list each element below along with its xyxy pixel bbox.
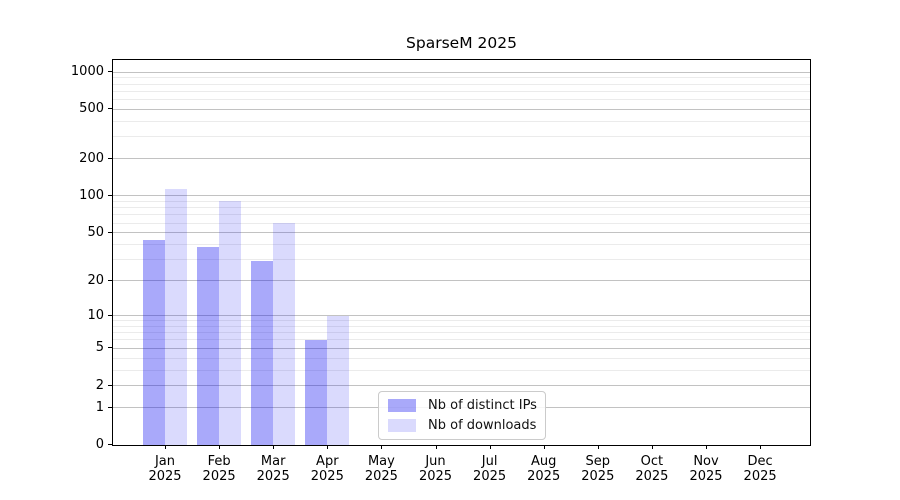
plot-area — [112, 59, 811, 446]
y-tick-200 — [108, 157, 112, 159]
y-tick-label-5: 5 — [95, 340, 104, 356]
legend-label-downloads: Nb of downloads — [428, 418, 537, 433]
gridline-minor-9 — [113, 320, 810, 322]
gridline-100 — [113, 195, 810, 197]
x-tick-mar — [273, 445, 275, 449]
y-tick-label-2: 2 — [95, 377, 104, 393]
x-tick-sep — [597, 445, 599, 449]
x-tick-label-feb: Feb 2025 — [202, 454, 236, 484]
x-tick-label-apr: Apr 2025 — [310, 454, 344, 484]
bar-downloads-mar — [273, 223, 296, 445]
gridline-50 — [113, 232, 810, 234]
legend-swatch-distinct-ips — [388, 399, 416, 412]
legend-swatch-downloads — [388, 419, 416, 432]
gridline-minor-400 — [113, 120, 810, 122]
y-tick-100 — [108, 194, 112, 196]
x-tick-aug — [543, 445, 545, 449]
gridline-minor-70 — [113, 214, 810, 216]
y-tick-label-20: 20 — [87, 272, 104, 288]
gridline-200 — [113, 158, 810, 160]
legend-label-distinct-ips: Nb of distinct IPs — [428, 398, 537, 413]
chart-title: SparseM 2025 — [406, 34, 517, 52]
x-tick-jun — [435, 445, 437, 449]
gridline-10 — [113, 315, 810, 317]
y-tick-label-50: 50 — [87, 224, 104, 240]
bar-downloads-jan — [165, 189, 187, 445]
gridline-minor-8 — [113, 325, 810, 327]
gridline-minor-600 — [113, 99, 810, 101]
x-tick-label-nov: Nov 2025 — [689, 454, 723, 484]
x-tick-jan — [165, 445, 166, 449]
gridline-2 — [113, 385, 810, 387]
gridline-500 — [113, 108, 810, 110]
bar-distinct-ips-jan — [143, 239, 165, 445]
x-tick-label-mar: Mar 2025 — [256, 454, 290, 484]
y-tick-label-1000: 1000 — [70, 64, 104, 80]
gridline-minor-7 — [113, 332, 810, 334]
y-axis-ticks — [108, 60, 112, 445]
bar-distinct-ips-apr — [305, 339, 328, 445]
legend: Nb of distinct IPs Nb of downloads — [378, 391, 546, 440]
legend-entry-distinct-ips: Nb of distinct IPs — [388, 396, 537, 415]
gridline-minor-3 — [113, 369, 810, 371]
x-tick-label-aug: Aug 2025 — [527, 454, 561, 484]
x-tick-jul — [489, 445, 491, 449]
x-axis: Jan 2025 Feb 2025 Mar 2025 Apr 2025 May 2025 Jun 20… — [113, 445, 812, 495]
y-tick-label-200: 200 — [79, 150, 104, 166]
gridline-minor-40 — [113, 244, 810, 246]
gridline-minor-6 — [113, 339, 810, 341]
x-tick-label-jan: Jan 2025 — [148, 454, 182, 484]
x-tick-label-may: May 2025 — [364, 454, 398, 484]
y-tick-1000 — [108, 71, 112, 73]
gridline-minor-800 — [113, 83, 810, 85]
bar-distinct-ips-mar — [251, 261, 274, 445]
gridline-minor-900 — [113, 77, 810, 79]
x-tick-label-dec: Dec 2025 — [743, 454, 777, 484]
x-tick-oct — [651, 445, 653, 449]
y-tick-label-1: 1 — [95, 399, 104, 415]
gridline-minor-700 — [113, 90, 810, 92]
gridline-minor-60 — [113, 222, 810, 224]
gridline-1000 — [113, 71, 810, 73]
y-tick-label-10: 10 — [87, 307, 104, 323]
bar-downloads-apr — [327, 315, 350, 445]
y-tick-5 — [108, 347, 112, 349]
x-tick-label-oct: Oct 2025 — [635, 454, 669, 484]
gridline-5 — [113, 347, 810, 349]
x-tick-nov — [706, 445, 707, 449]
y-tick-500 — [108, 108, 112, 110]
x-tick-label-jul: Jul 2025 — [473, 454, 507, 484]
y-tick-0 — [108, 444, 112, 445]
bar-downloads-feb — [219, 201, 242, 445]
legend-entry-downloads: Nb of downloads — [388, 416, 536, 435]
gridline-20 — [113, 280, 810, 282]
y-axis-labels: 0 1 2 5 10 20 50 100 200 500 1000 — [0, 60, 104, 452]
x-tick-feb — [219, 445, 221, 449]
y-tick-label-500: 500 — [79, 101, 104, 117]
x-tick-label-sep: Sep 2025 — [581, 454, 615, 484]
y-tick-1 — [108, 406, 112, 408]
y-tick-50 — [108, 231, 112, 233]
gridline-minor-30 — [113, 259, 810, 261]
x-tick-label-jun: Jun 2025 — [418, 454, 453, 484]
gridline-minor-300 — [113, 136, 810, 138]
x-tick-dec — [760, 445, 762, 449]
gridline-minor-80 — [113, 207, 810, 209]
y-tick-2 — [108, 384, 112, 386]
x-tick-may — [381, 445, 383, 449]
y-tick-label-100: 100 — [79, 187, 104, 203]
bar-distinct-ips-feb — [197, 247, 220, 445]
y-tick-20 — [108, 279, 112, 281]
y-tick-10 — [108, 314, 112, 316]
gridline-minor-90 — [113, 200, 810, 202]
y-tick-label-0: 0 — [95, 437, 104, 452]
x-tick-apr — [327, 445, 329, 449]
gridline-minor-4 — [113, 357, 810, 359]
